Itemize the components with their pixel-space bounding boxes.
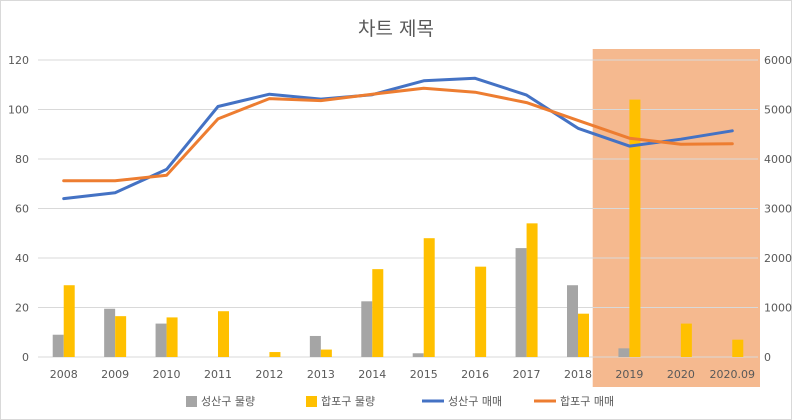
y-left-tick-label: 80 xyxy=(15,153,29,166)
line-seongsan xyxy=(62,76,734,201)
legend-label: 성산구 물량 xyxy=(201,395,255,408)
y-right-tick-label: 0 xyxy=(764,351,771,364)
y-left-tick-label: 120 xyxy=(8,54,29,67)
x-tick-label: 2020.09 xyxy=(710,368,756,381)
x-tick-label: 2009 xyxy=(101,368,129,381)
legend-item: 합포구 매매 xyxy=(534,395,614,408)
bar-happo xyxy=(320,349,332,357)
x-tick-label: 2014 xyxy=(358,368,386,381)
bar-happo xyxy=(475,266,487,357)
legend-item: 성산구 물량 xyxy=(186,395,255,408)
bar-seongsan xyxy=(52,334,64,357)
bar-happo xyxy=(63,285,75,357)
bar-happo xyxy=(629,99,641,357)
x-tick-label: 2017 xyxy=(513,368,541,381)
bar-seongsan xyxy=(309,335,321,357)
legend-item: 성산구 매매 xyxy=(422,395,502,408)
line-happo xyxy=(62,86,734,183)
bar-happo xyxy=(680,323,692,357)
y-right-tick-label: 5000 xyxy=(764,104,792,117)
legend-label: 합포구 매매 xyxy=(560,395,614,408)
bar-seongsan xyxy=(515,248,527,357)
bar-seongsan xyxy=(361,301,373,357)
bar-seongsan xyxy=(618,348,630,357)
legend-swatch xyxy=(306,396,317,407)
bar-seongsan xyxy=(567,285,578,357)
x-tick-label: 2020 xyxy=(667,368,695,381)
x-tick-label: 2013 xyxy=(307,368,335,381)
y-right-tick-label: 6000 xyxy=(764,54,792,67)
x-tick-label: 2011 xyxy=(204,368,232,381)
y-left-tick-label: 20 xyxy=(15,302,29,315)
x-tick-label: 2019 xyxy=(615,368,643,381)
legend-swatch xyxy=(186,396,197,407)
x-tick-label: 2010 xyxy=(153,368,181,381)
bar-seongsan xyxy=(155,323,167,357)
bar-seongsan xyxy=(412,353,424,357)
bar-happo xyxy=(578,313,589,357)
bar-happo xyxy=(218,311,229,357)
highlight-region xyxy=(592,49,760,387)
y-left-tick-label: 60 xyxy=(15,203,29,216)
y-right-tick-label: 1000 xyxy=(764,302,792,315)
bar-seongsan xyxy=(104,308,116,357)
legend-item: 합포구 물량 xyxy=(306,395,375,408)
y-left-tick-label: 0 xyxy=(22,351,29,364)
x-tick-label: 2018 xyxy=(564,368,592,381)
x-tick-label: 2016 xyxy=(461,368,489,381)
bar-happo xyxy=(372,269,384,357)
bar-happo xyxy=(269,352,281,357)
y-right-tick-label: 4000 xyxy=(764,153,792,166)
y-right-tick-label: 3000 xyxy=(764,203,792,216)
y-left-tick-label: 100 xyxy=(8,104,29,117)
x-tick-label: 2012 xyxy=(255,368,283,381)
bar-happo xyxy=(115,316,127,357)
x-tick-label: 2015 xyxy=(410,368,438,381)
y-right-tick-label: 2000 xyxy=(764,252,792,265)
bar-happo xyxy=(166,317,178,357)
bar-happo xyxy=(423,238,435,357)
bar-happo xyxy=(732,339,744,357)
y-left-tick-label: 40 xyxy=(15,252,29,265)
legend-label: 합포구 물량 xyxy=(321,395,375,408)
x-tick-label: 2008 xyxy=(50,368,78,381)
chart-title: 차트 제목 xyxy=(358,18,434,40)
bar-happo xyxy=(526,223,538,357)
legend-label: 성산구 매매 xyxy=(448,395,502,408)
